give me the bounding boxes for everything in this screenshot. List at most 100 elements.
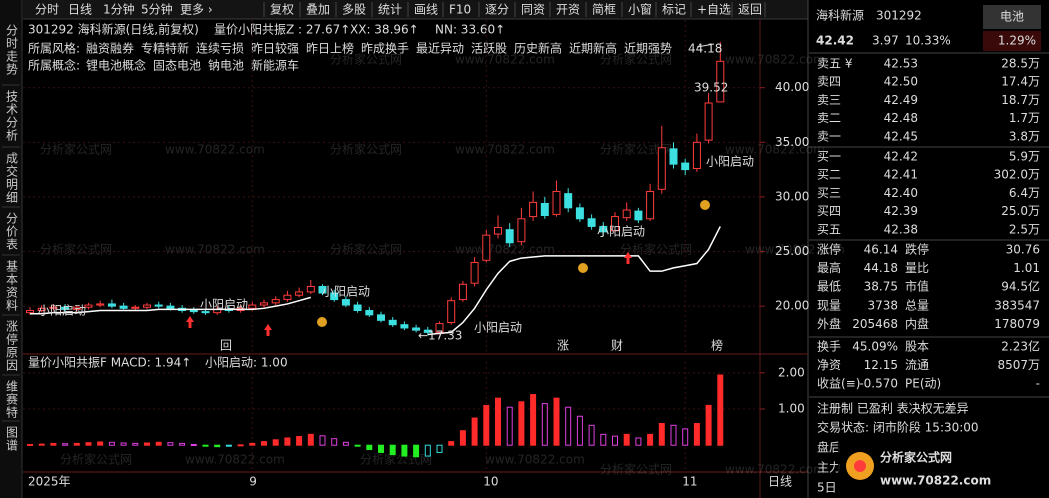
order-price: 42.53	[884, 57, 918, 71]
toolbar-button[interactable]: 开资	[556, 3, 580, 17]
toolbar-button[interactable]: 叠加	[306, 3, 330, 17]
macd-bar	[249, 442, 256, 446]
indicator-line	[30, 296, 312, 315]
annotation: 小阳启动	[322, 285, 370, 299]
macd-bar	[483, 404, 490, 446]
candle-body	[143, 304, 151, 308]
order-price: 42.40	[884, 186, 918, 200]
toolbar-tab[interactable]: 分时	[35, 3, 59, 17]
toolbar-button[interactable]: F10	[449, 3, 471, 17]
annotation: 小阳启动	[706, 155, 754, 169]
watermark-title: 分析家公式网	[330, 52, 402, 67]
x-tick-label: 10	[483, 475, 498, 489]
change: 3.97	[872, 34, 899, 48]
toolbar-button[interactable]: 简框	[592, 3, 616, 17]
watermark-title: 分析家公式网	[600, 462, 672, 477]
sidebar-tab[interactable]: 技术分析	[5, 90, 19, 142]
toolbar-button[interactable]: 复权	[270, 3, 294, 17]
watermark-title: 分析家公式网	[330, 242, 402, 257]
macd-bar	[553, 397, 560, 446]
candle-body	[260, 302, 268, 306]
x-tick-label: 9	[249, 475, 257, 489]
sidebar-tab[interactable]: 分时走势	[5, 24, 19, 76]
macd-bar	[155, 441, 162, 446]
stat-label: 跌停	[905, 242, 929, 257]
period-label: 日线	[768, 475, 792, 489]
order-price: 42.49	[884, 93, 918, 107]
order-price: 42.42	[884, 150, 918, 164]
sidebar-tab[interactable]: 维赛特	[5, 380, 19, 419]
macd-bar	[600, 433, 607, 446]
sidebar-tab[interactable]: 分价表	[5, 212, 19, 251]
stat-value: 94.5亿	[1001, 279, 1040, 294]
sector-pct-box	[983, 31, 1041, 51]
toolbar-button[interactable]: 小窗	[628, 3, 652, 17]
toolbar-button[interactable]: 统计	[378, 3, 402, 17]
candle-body	[458, 283, 467, 301]
stat-value: 44.18	[864, 261, 898, 275]
stat-value: 12.15	[864, 358, 898, 372]
sidebar-tab[interactable]: 基本资料	[5, 260, 19, 312]
stat-label: 涨停	[817, 242, 841, 257]
candle-body	[482, 234, 491, 261]
candle-body	[318, 285, 327, 294]
watermark-url: www.70822.com	[455, 243, 555, 257]
style-tag: 历史新高	[514, 41, 562, 56]
sidebar-tab[interactable]: 图谱	[5, 426, 19, 452]
stat-value: 2.23亿	[1001, 339, 1040, 354]
toolbar-tab[interactable]: 5分钟	[141, 2, 173, 17]
sidebar-tab[interactable]: 成交明细	[5, 152, 19, 204]
order-price: 42.41	[884, 168, 918, 182]
price: 42.42	[816, 34, 854, 48]
logo-title: 分析家公式网	[880, 450, 952, 465]
toolbar-tab[interactable]: 更多 ›	[180, 3, 213, 17]
watermark-title: 分析家公式网	[60, 452, 132, 467]
macd-bar	[62, 443, 69, 446]
toolbar-button[interactable]: 返回	[738, 3, 762, 17]
candle-body	[365, 310, 374, 316]
order-volume: 25.0万	[1001, 204, 1040, 218]
signal-bag	[700, 200, 710, 210]
macd-bar	[717, 374, 724, 446]
annotation: 财	[611, 339, 623, 353]
order-label: 卖一	[817, 129, 841, 143]
toolbar-button[interactable]: 多股	[342, 3, 366, 17]
sidebar-tab[interactable]: 涨停原因	[5, 319, 19, 372]
signal-bag	[578, 263, 588, 273]
stat-label: 市值	[905, 279, 929, 294]
toolbar-tab[interactable]: 日线	[68, 3, 92, 17]
annotation: 小阳启动	[474, 321, 522, 335]
sector-box[interactable]	[983, 5, 1041, 29]
style-tag: 近期强势	[624, 42, 672, 56]
sector-pct: 1.29%	[998, 34, 1036, 48]
stat-label: 净资	[817, 358, 841, 372]
style-tag: 连续亏损	[196, 41, 244, 56]
watermark-url: www.70822.com	[455, 53, 555, 67]
macd-bar	[495, 397, 501, 446]
order-label: 卖二	[817, 111, 841, 125]
toolbar-button[interactable]: 标记	[662, 3, 686, 17]
concept-tag: 新能源车	[251, 58, 299, 73]
macd-bar	[97, 441, 104, 446]
macd-bar	[693, 423, 700, 446]
macd-bar	[647, 433, 654, 446]
annotation: ←17.33	[418, 329, 462, 343]
macd-bar	[225, 444, 232, 447]
stat-label: 内盘	[905, 316, 929, 331]
candle-body	[470, 261, 479, 284]
style-tag: 最近异动	[416, 42, 464, 56]
logo: 分析家公式网 www.70822.com	[838, 440, 1046, 494]
style-label: 所属风格:	[28, 41, 80, 56]
toolbar-button[interactable]: 画线	[414, 3, 438, 17]
order-volume: 2.5万	[1009, 222, 1040, 236]
order-label: 卖三	[817, 93, 841, 107]
toolbar-button[interactable]: 同资	[521, 3, 545, 17]
order-price: 42.39	[884, 204, 918, 218]
annotation: 44.18	[688, 42, 722, 56]
toolbar-button[interactable]: 逐分	[485, 3, 509, 17]
stat-label: 外盘	[817, 316, 841, 331]
toolbar-tab[interactable]: 1分钟	[103, 2, 135, 17]
sector[interactable]: 电池	[1000, 10, 1024, 24]
order-price: 42.48	[884, 111, 918, 125]
toolbar-button[interactable]: +自选	[697, 3, 731, 17]
